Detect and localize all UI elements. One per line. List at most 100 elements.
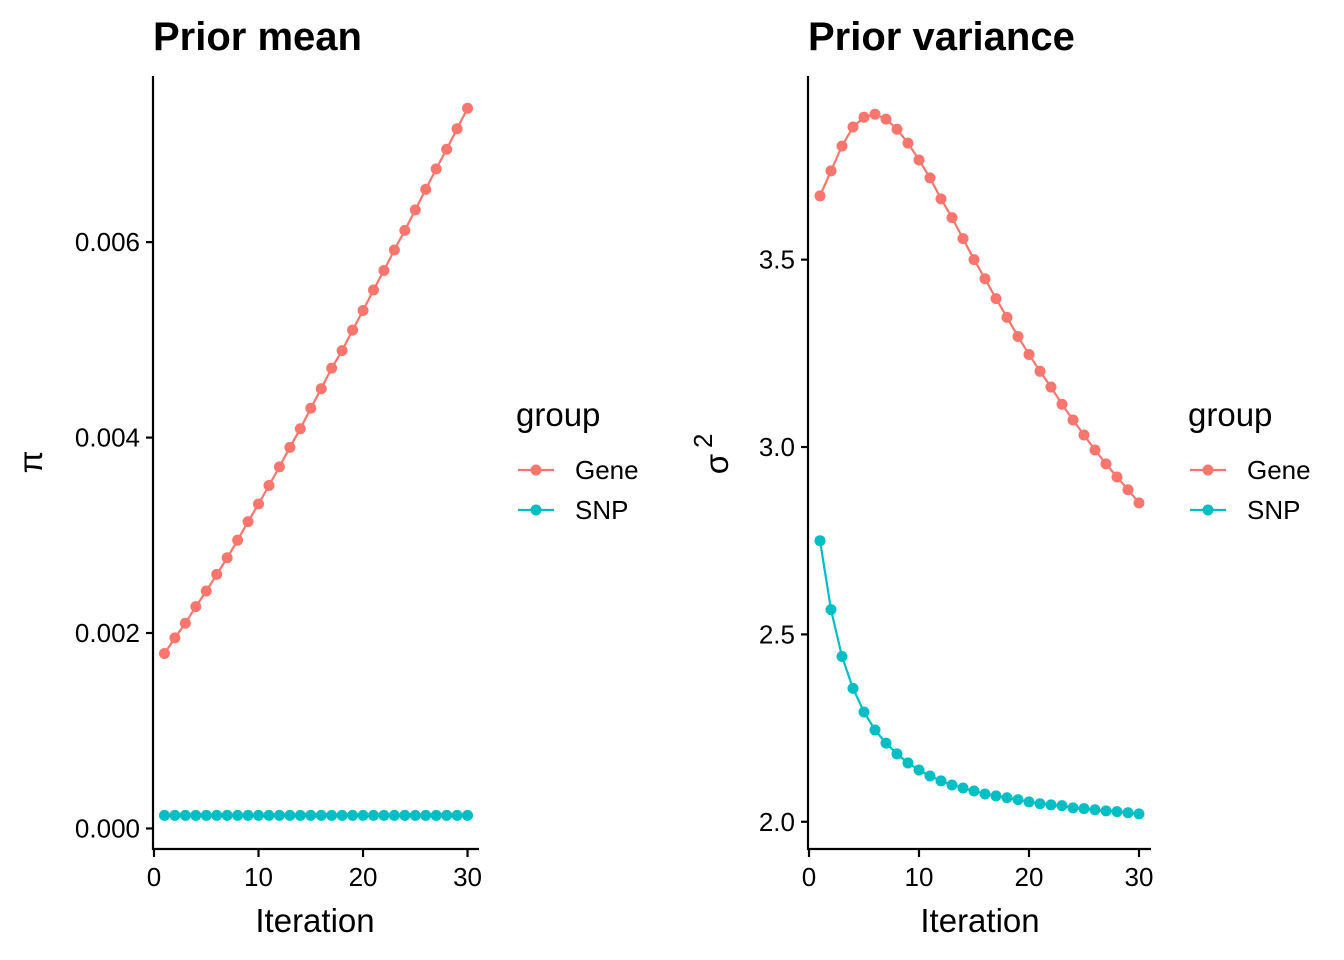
legend-key-snp: SNP <box>1190 495 1300 525</box>
data-point <box>1133 808 1145 820</box>
data-point <box>273 461 285 473</box>
chart-title: Prior mean <box>153 15 362 59</box>
data-point <box>880 113 892 125</box>
data-point <box>273 809 285 821</box>
data-point <box>1067 802 1079 814</box>
data-point <box>388 809 400 821</box>
data-point <box>451 809 463 821</box>
data-point <box>221 552 233 564</box>
y-axis-title-base: σ <box>698 454 735 474</box>
data-point <box>347 809 359 821</box>
data-point <box>451 123 463 135</box>
legend-point <box>530 504 542 516</box>
series-line <box>818 540 1140 815</box>
data-point <box>211 568 223 580</box>
data-point <box>968 785 980 797</box>
data-point <box>409 204 421 216</box>
y-tick-label: 0.000 <box>75 813 140 843</box>
data-point <box>242 516 254 528</box>
y-axis-title: σ 2 <box>688 434 735 475</box>
data-point <box>253 809 265 821</box>
series-gene <box>814 108 1145 509</box>
data-point <box>200 809 212 821</box>
data-point <box>399 224 411 236</box>
data-point <box>242 809 254 821</box>
data-point <box>1001 311 1013 323</box>
data-point <box>913 154 925 166</box>
data-point <box>825 165 837 177</box>
x-tick-label: 0 <box>147 862 161 892</box>
legend-label: SNP <box>575 495 628 525</box>
data-point <box>1056 800 1068 812</box>
data-point <box>825 604 837 616</box>
data-point <box>913 764 925 776</box>
data-point <box>232 809 244 821</box>
series-snp <box>158 809 474 821</box>
data-point <box>253 498 265 510</box>
data-point <box>420 183 432 195</box>
y-tick-label: 2.5 <box>759 619 795 649</box>
data-point <box>336 809 348 821</box>
data-point <box>347 324 359 336</box>
data-point <box>305 402 317 414</box>
data-point <box>957 233 969 245</box>
y-tick-label: 3.0 <box>759 432 795 462</box>
data-point <box>263 809 275 821</box>
data-point <box>1089 804 1101 816</box>
data-point <box>315 383 327 395</box>
data-point <box>1012 330 1024 342</box>
data-point <box>430 809 442 821</box>
data-point <box>968 254 980 266</box>
data-point <box>869 724 881 736</box>
data-point <box>378 809 390 821</box>
data-point <box>357 305 369 317</box>
data-point <box>326 809 338 821</box>
x-tick-label: 20 <box>349 862 378 892</box>
y-tick-label: 0.004 <box>75 423 140 453</box>
data-point <box>378 264 390 276</box>
data-point <box>232 534 244 546</box>
data-point <box>858 111 870 123</box>
y-tick-label: 2.0 <box>759 807 795 837</box>
data-point <box>946 212 958 224</box>
data-point <box>462 809 474 821</box>
data-point <box>979 273 991 285</box>
x-tick-label: 30 <box>453 862 482 892</box>
legend-point <box>530 464 542 476</box>
y-axis-title-superscript: 2 <box>688 434 718 448</box>
data-point <box>924 172 936 184</box>
data-point <box>1111 806 1123 818</box>
data-point <box>814 190 826 202</box>
data-point <box>1012 794 1024 806</box>
y-tick-label: 0.002 <box>75 618 140 648</box>
legend-title: group <box>1188 396 1272 433</box>
data-point <box>1089 444 1101 456</box>
data-point <box>1045 381 1057 393</box>
data-point <box>1111 471 1123 483</box>
data-point <box>1122 807 1134 819</box>
x-tick-label: 0 <box>802 862 816 892</box>
data-point <box>1056 398 1068 410</box>
data-point <box>441 809 453 821</box>
x-tick-label: 10 <box>905 862 934 892</box>
data-point <box>158 648 170 660</box>
data-point <box>836 650 848 662</box>
data-point <box>979 788 991 800</box>
data-point <box>990 790 1002 802</box>
x-axis-title: Iteration <box>920 902 1039 939</box>
data-point <box>399 809 411 821</box>
legend: group Gene SNP <box>1188 396 1311 525</box>
data-point <box>935 775 947 787</box>
chart-title: Prior variance <box>808 15 1075 59</box>
data-point <box>284 441 296 453</box>
data-point <box>990 293 1002 305</box>
data-point <box>836 140 848 152</box>
data-point <box>1023 796 1035 808</box>
x-tick-label: 30 <box>1125 862 1154 892</box>
x-tick-label: 10 <box>244 862 273 892</box>
data-point <box>441 143 453 155</box>
data-point <box>409 809 421 821</box>
panel-prior-variance: Prior variance 2.0 2.5 3.0 3.5 0 10 20 30 Iter… <box>688 15 1311 939</box>
data-point <box>847 121 859 133</box>
